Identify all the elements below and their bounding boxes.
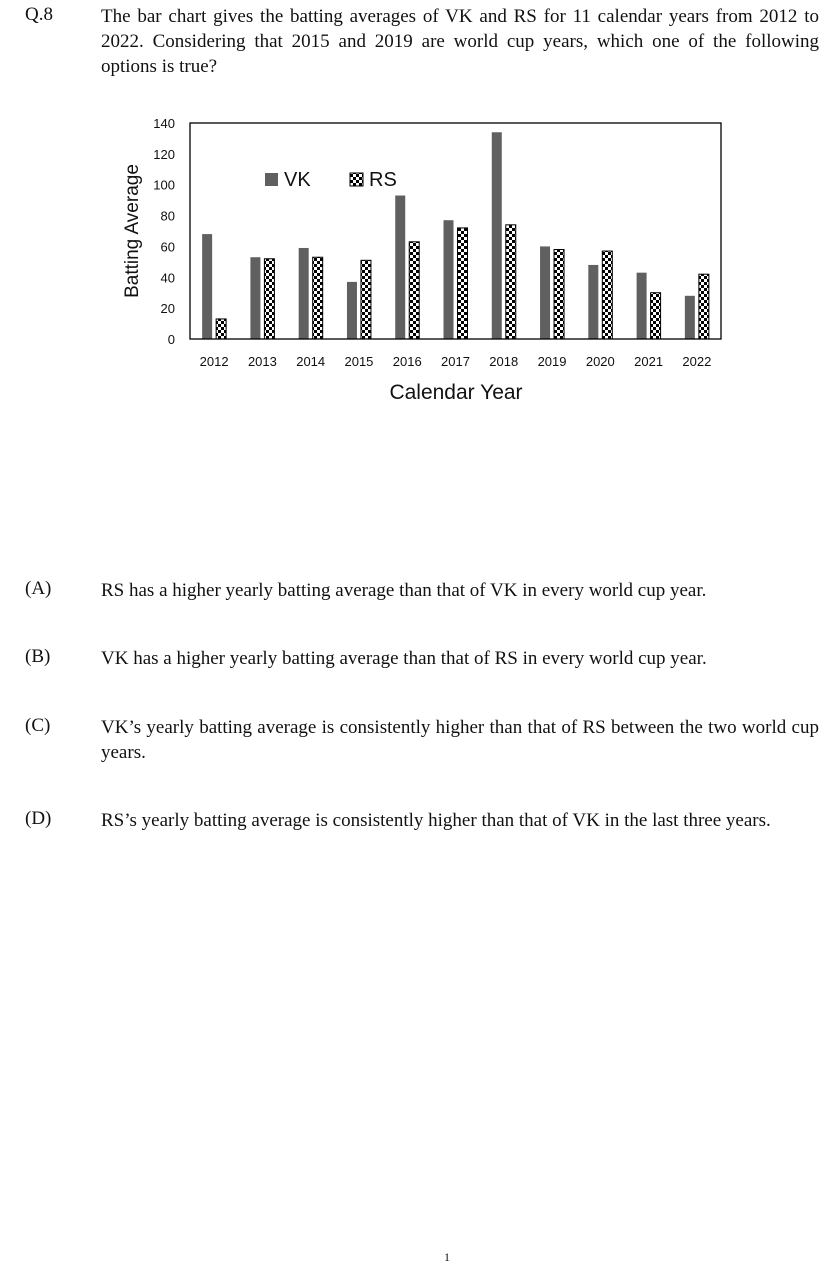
bar-vk-2016: [395, 195, 406, 339]
bar-rs-2019: [553, 249, 565, 340]
legend-label-vk: VK: [284, 169, 311, 191]
option-b-text: VK has a higher yearly batting average t…: [101, 648, 707, 669]
option-c-label: (C): [25, 715, 51, 736]
bar-rs-2017: [457, 227, 468, 340]
legend-swatch-vk: [265, 173, 278, 186]
y-axis-label-group: Batting Average: [122, 164, 143, 298]
x-tick-label: 2012: [200, 354, 229, 369]
y-tick-label: 20: [161, 301, 175, 316]
bar-rs-2014: [312, 256, 324, 340]
y-tick-label: 60: [161, 239, 175, 254]
bar-rs-2020: [601, 250, 613, 340]
x-tick-label: 2020: [586, 354, 615, 369]
y-tick-label: 40: [161, 270, 175, 285]
plot-area-frame: [189, 122, 722, 340]
option-a-label: (A): [25, 578, 52, 599]
bar-vk-2022: [684, 295, 695, 339]
y-tick-label: 0: [168, 332, 175, 347]
bars: [202, 132, 710, 340]
x-axis-ticks: 2012 2013 2014 2015 2016 2017 2018 2019 2020 2021…: [200, 354, 712, 369]
bar-vk-2021: [636, 272, 647, 339]
bar-vk-2014: [298, 247, 309, 339]
y-tick-label: 100: [153, 178, 175, 193]
x-tick-label: 2017: [441, 354, 470, 369]
option-a-text: RS has a higher yearly batting average t…: [101, 580, 707, 601]
option-d-text: RS’s yearly batting average is consisten…: [101, 810, 771, 831]
x-tick-label: 2021: [634, 354, 663, 369]
x-tick-label: 2019: [538, 354, 567, 369]
x-axis-label: Calendar Year: [389, 381, 522, 404]
bar-vk-2013: [250, 257, 261, 339]
bar-vk-2017: [443, 220, 454, 339]
x-tick-label: 2022: [682, 354, 711, 369]
bar-rs-2016: [408, 241, 420, 340]
question-number: Q.8: [25, 4, 53, 25]
legend-swatch-rs: [349, 172, 364, 187]
question-text: The bar chart gives the batting averages…: [101, 6, 819, 77]
bar-rs-2013: [263, 258, 275, 340]
option-c-text: VK’s yearly batting average is consisten…: [101, 717, 819, 763]
bar-vk-2012: [202, 234, 213, 339]
bar-rs-2012: [215, 318, 227, 340]
y-tick-label: 120: [153, 147, 175, 162]
x-tick-label: 2014: [296, 354, 325, 369]
bar-vk-2020: [588, 264, 599, 339]
option-d-label: (D): [25, 808, 52, 829]
bar-vk-2019: [540, 246, 551, 339]
bar-vk-2015: [346, 281, 357, 339]
y-tick-label: 80: [161, 209, 175, 224]
x-tick-label: 2018: [489, 354, 518, 369]
y-axis-label: Batting Average: [122, 164, 143, 298]
y-tick-label: 140: [153, 116, 175, 131]
bar-rs-2018: [505, 224, 517, 340]
bar-rs-2021: [650, 292, 662, 340]
x-tick-label: 2016: [393, 354, 422, 369]
x-tick-label: 2013: [248, 354, 277, 369]
bar-vk-2018: [491, 132, 502, 339]
legend-label-rs: RS: [369, 169, 397, 191]
x-tick-label: 2015: [344, 354, 373, 369]
y-axis-ticks: 0 20 40 60 80 100 120 140: [153, 116, 175, 347]
option-b-label: (B): [25, 646, 51, 667]
bar-rs-2022: [698, 273, 710, 340]
legend: VK RS: [265, 169, 397, 191]
page-number: 1: [444, 1250, 450, 1264]
bar-rs-2015: [360, 259, 372, 340]
